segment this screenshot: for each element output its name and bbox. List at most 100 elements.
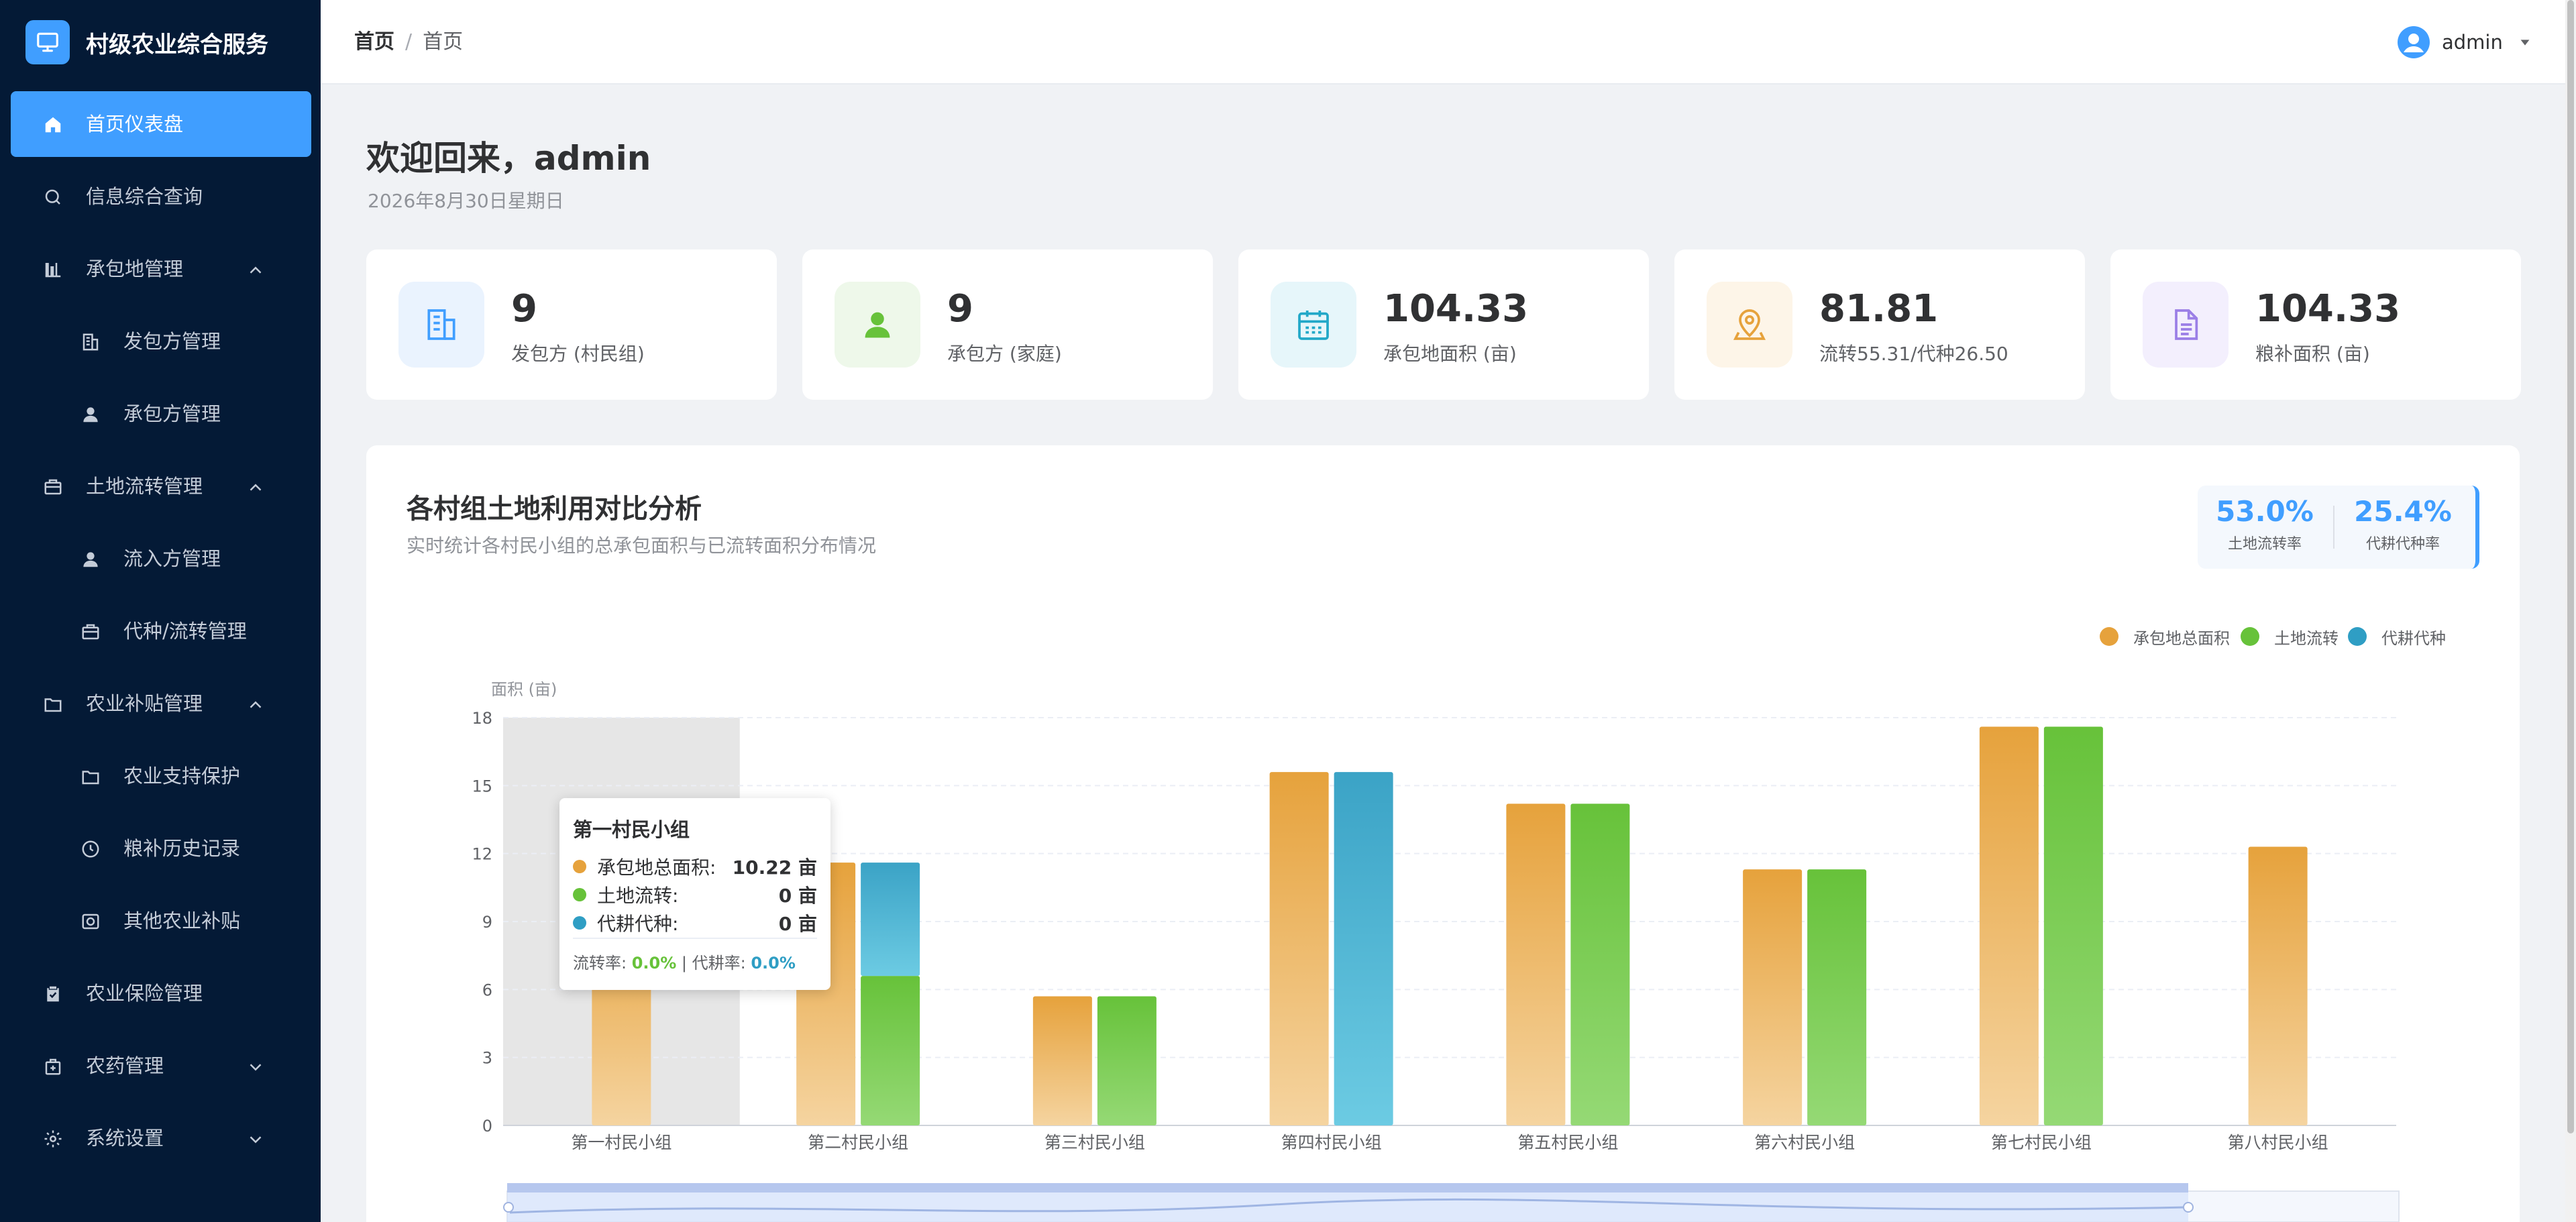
bar-contract-area[interactable]: [1032, 996, 1092, 1125]
clock-icon: [82, 840, 99, 858]
sidebar-item-label: 土地流转管理: [86, 475, 203, 498]
tooltip-value: 0 亩: [778, 913, 817, 935]
legend-label: 代耕代种: [2381, 628, 2446, 648]
sidebar: 村级农业综合服务 首页仪表盘 信息综合查询 承包地管理 发包方管理 承包方管理 …: [0, 0, 321, 1222]
legend-item-transfer[interactable]: 土地流转: [2241, 626, 2339, 648]
sidebar-item-issuer[interactable]: 发包方管理: [11, 309, 311, 374]
tooltip-label: 土地流转:: [597, 885, 679, 907]
sidebar-item-dashboard[interactable]: 首页仪表盘: [11, 91, 311, 157]
x-tick-label: 第二村民小组: [808, 1133, 908, 1152]
tooltip-row: 土地流转: 0 亩: [573, 881, 817, 907]
rate-transfer: 53.0% 土地流转率: [2198, 495, 2332, 553]
legend-label: 承包地总面积: [2133, 628, 2230, 648]
bar-proxy-farming[interactable]: [1334, 772, 1393, 1125]
legend-item-contract[interactable]: 承包地总面积: [2100, 626, 2230, 648]
sidebar-item-settings[interactable]: 系统设置: [11, 1105, 311, 1171]
stat-value: 9: [511, 287, 537, 331]
data-zoom-handle-right[interactable]: [2183, 1202, 2194, 1213]
sidebar-item-label: 首页仪表盘: [86, 113, 184, 135]
bar-proxy-farming[interactable]: [861, 863, 920, 977]
chevron-down-icon: [250, 1136, 262, 1144]
bar-contract-area[interactable]: [1979, 726, 2039, 1125]
chart-bars: [592, 726, 2308, 1125]
legend-item-proxy[interactable]: 代耕代种: [2348, 626, 2446, 648]
x-tick-label: 第七村民小组: [1991, 1133, 2092, 1152]
tooltip-value: 10.22 亩: [732, 856, 817, 879]
sidebar-item-inflow[interactable]: 流入方管理: [11, 526, 311, 592]
y-tick-label: 6: [482, 981, 492, 999]
data-zoom-handle-left[interactable]: [503, 1202, 514, 1213]
sidebar-item-label: 农业保险管理: [86, 982, 203, 1005]
tooltip-label: 承包地总面积:: [597, 856, 716, 879]
rate-value: 25.4%: [2354, 495, 2452, 528]
sidebar-item-query[interactable]: 信息综合查询: [11, 164, 311, 229]
bar-contract-area[interactable]: [2248, 846, 2308, 1125]
caret-down-icon: [2520, 40, 2530, 46]
x-axis-labels: 第一村民小组 第二村民小组 第三村民小组 第四村民小组 第五村民小组 第六村民小组 第七村民…: [571, 1133, 2328, 1152]
briefcase-icon: [82, 624, 99, 640]
data-zoom-slider[interactable]: [503, 1183, 2400, 1222]
sidebar-item-land-transfer[interactable]: 土地流转管理: [11, 453, 311, 519]
bar-contract-area[interactable]: [1269, 772, 1329, 1125]
folder-icon: [44, 698, 62, 712]
tooltip-rate-label: 代耕率:: [692, 954, 751, 973]
sidebar-item-label: 其他农业补贴: [123, 909, 241, 932]
rate-label: 代耕代种率: [2365, 536, 2440, 553]
rate-proxy: 25.4% 代耕代种率: [2336, 495, 2470, 553]
x-tick-label: 第三村民小组: [1044, 1133, 1145, 1152]
sidebar-item-subsidy[interactable]: 农业补贴管理: [11, 671, 311, 736]
y-tick-label: 18: [472, 709, 492, 728]
rate-summary: 53.0% 土地流转率 25.4% 代耕代种率: [2198, 486, 2479, 569]
sidebar-item-pesticide[interactable]: 农药管理: [11, 1033, 311, 1099]
sidebar-item-proxy-transfer[interactable]: 代种/流转管理: [11, 598, 311, 664]
stat-value: 9: [947, 287, 973, 331]
sidebar-item-contractor[interactable]: 承包方管理: [11, 381, 311, 447]
bar-land-transfer[interactable]: [861, 976, 920, 1125]
x-tick-label: 第五村民小组: [1517, 1133, 1618, 1152]
sidebar-item-insurance[interactable]: 农业保险管理: [11, 960, 311, 1026]
stat-card-issuers: 9 发包方 (村民组): [366, 249, 777, 400]
bar-contract-area[interactable]: [1506, 803, 1566, 1125]
briefcase-icon: [44, 479, 62, 495]
breadcrumb-separator: /: [405, 30, 413, 54]
stat-value: 81.81: [1819, 287, 1939, 331]
y-tick-label: 9: [482, 913, 492, 932]
bar-land-transfer[interactable]: [1807, 869, 1867, 1125]
sidebar-item-contract-land[interactable]: 承包地管理: [11, 236, 311, 302]
user-icon: [83, 407, 98, 423]
sidebar-item-support[interactable]: 农业支持保护: [11, 743, 311, 809]
breadcrumb: 首页 / 首页: [354, 0, 463, 85]
tooltip-divider-text: |: [676, 954, 692, 973]
current-date: 2026年8月30日星期日: [368, 190, 564, 212]
rate-value: 53.0%: [2216, 495, 2314, 528]
y-tick-label: 0: [482, 1117, 492, 1135]
stat-card-land-area: 104.33 承包地面积 (亩): [1238, 249, 1649, 400]
breadcrumb-home[interactable]: 首页: [354, 30, 394, 54]
sidebar-item-label: 发包方管理: [123, 330, 221, 353]
y-tick-label: 12: [472, 845, 492, 864]
chart-icon: [45, 263, 61, 278]
monitor-icon: [25, 20, 70, 64]
stat-card-transfer: 81.81 流转55.31/代种26.50: [1674, 249, 2085, 400]
scrollbar-thumb[interactable]: [2567, 0, 2574, 1133]
bar-contract-area[interactable]: [1743, 869, 1803, 1125]
stat-label: 粮补面积 (亩): [2255, 343, 2370, 365]
y-tick-label: 3: [482, 1049, 492, 1068]
chevron-down-icon: [250, 1064, 262, 1071]
chevron-up-icon: [250, 266, 262, 274]
sidebar-item-label: 系统设置: [86, 1127, 164, 1150]
y-axis-label: 面积 (亩): [491, 680, 557, 699]
user-menu[interactable]: admin: [2398, 25, 2532, 59]
sidebar-item-other-subsidy[interactable]: 其他农业补贴: [11, 888, 311, 954]
user-icon: [83, 552, 98, 567]
bar-land-transfer[interactable]: [1097, 996, 1157, 1125]
top-header: 首页 / 首页 admin: [321, 0, 2565, 85]
bar-land-transfer[interactable]: [1570, 803, 1630, 1125]
sidebar-item-grain-history[interactable]: 粮补历史记录: [11, 816, 311, 881]
bar-land-transfer[interactable]: [2043, 726, 2103, 1125]
bag-icon: [45, 1058, 61, 1075]
username: admin: [2442, 31, 2503, 54]
sidebar-item-label: 代种/流转管理: [123, 620, 247, 643]
data-zoom-handle[interactable]: [507, 1183, 2188, 1192]
sidebar-item-label: 粮补历史记录: [123, 837, 241, 860]
